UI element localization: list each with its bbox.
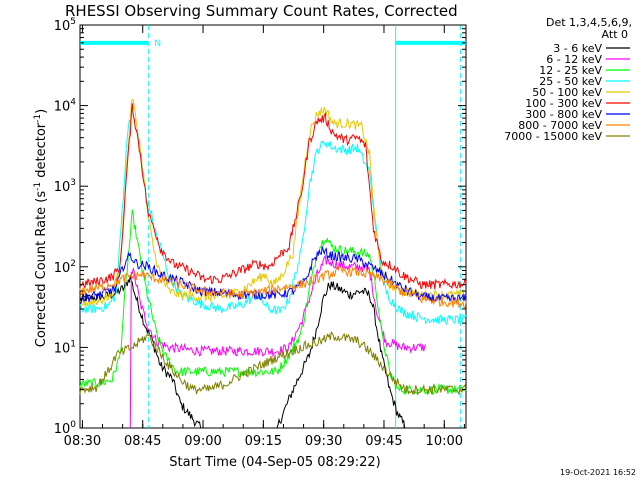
x-tick-label-3: 09:15 bbox=[245, 434, 282, 449]
y-axis: 100 101 102 103 104 105 bbox=[54, 17, 466, 437]
y-axis-label-detector: detector bbox=[34, 122, 49, 182]
legend-label-2: 12 - 25 keV bbox=[539, 64, 602, 77]
y-tick-label-3: 103 bbox=[54, 178, 76, 195]
x-axis: 08:30 08:45 09:00 09:15 09:30 09:45 10:00 bbox=[64, 25, 465, 449]
legend-label-5: 100 - 300 keV bbox=[525, 97, 602, 110]
legend-header-line-2: Att 0 bbox=[602, 28, 628, 41]
y-axis-label-exponent-1: -1 bbox=[33, 182, 43, 191]
legend-label-6: 300 - 800 keV bbox=[525, 108, 602, 121]
series-line-0 bbox=[79, 274, 466, 429]
plot-area: N bbox=[79, 24, 467, 429]
y-tick-label-5: 105 bbox=[54, 17, 76, 34]
y-tick-label-0: 100 bbox=[54, 420, 77, 437]
series-line-1 bbox=[129, 254, 427, 429]
chart-title: RHESSI Observing Summary Count Rates, Co… bbox=[65, 2, 458, 20]
legend-header-line-1: Det 1,3,4,5,6,9, bbox=[546, 16, 632, 29]
legend-label-7: 800 - 7000 keV bbox=[518, 119, 602, 132]
series-line-7 bbox=[79, 265, 467, 309]
y-axis-label-end: ) bbox=[34, 109, 49, 114]
plot-frame bbox=[79, 24, 467, 429]
y-tick-label-4: 104 bbox=[54, 98, 77, 115]
series-line-6 bbox=[79, 246, 467, 305]
footer-timestamp: 19-Oct-2021 16:52 bbox=[560, 468, 636, 477]
series-line-4 bbox=[79, 98, 467, 308]
y-tick-label-2: 102 bbox=[54, 259, 76, 276]
legend-label-1: 6 - 12 keV bbox=[546, 53, 602, 66]
legend-label-3: 25 - 50 keV bbox=[539, 75, 602, 88]
series-line-2 bbox=[79, 209, 467, 396]
x-tick-label-5: 09:45 bbox=[365, 434, 402, 449]
x-tick-label-6: 10:00 bbox=[426, 434, 463, 449]
x-tick-label-4: 09:30 bbox=[305, 434, 342, 449]
x-tick-label-1: 08:45 bbox=[124, 434, 161, 449]
x-tick-label-0: 08:30 bbox=[64, 434, 101, 449]
legend-label-8: 7000 - 15000 keV bbox=[504, 130, 602, 143]
series-line-8 bbox=[79, 331, 467, 396]
y-axis-label-main: Corrected Count Rate (s bbox=[34, 191, 49, 348]
x-axis-label: Start Time (04-Sep-05 08:29:22) bbox=[169, 455, 380, 470]
legend-label-0: 3 - 6 keV bbox=[553, 42, 602, 55]
y-axis-label: Corrected Count Rate (s-1 detector-1) bbox=[33, 109, 49, 347]
legend-label-4: 50 - 100 keV bbox=[532, 86, 602, 99]
x-tick-label-2: 09:00 bbox=[184, 434, 221, 449]
y-axis-label-exponent-2: -1 bbox=[33, 114, 43, 123]
series-line-5 bbox=[79, 103, 467, 290]
y-tick-label-1: 101 bbox=[54, 339, 76, 356]
flag-label: N bbox=[154, 39, 161, 49]
